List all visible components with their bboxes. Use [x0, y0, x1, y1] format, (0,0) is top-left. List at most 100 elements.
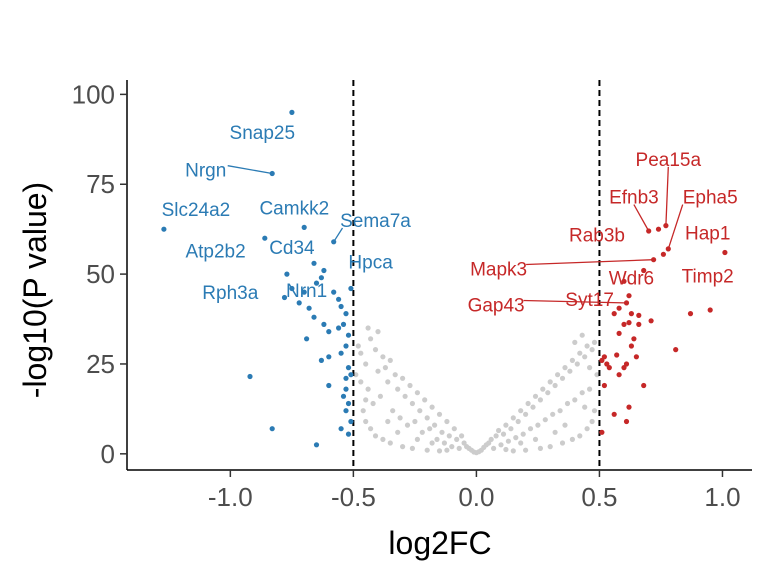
- down-point: [343, 375, 349, 381]
- gene-label: Mapk3: [470, 260, 527, 281]
- up-point: [621, 365, 627, 371]
- down-point: [262, 235, 268, 241]
- up-point: [655, 226, 662, 232]
- up-point: [687, 311, 694, 317]
- y-tick-label: 0: [101, 439, 115, 469]
- down-point: [281, 294, 288, 301]
- down-point: [345, 332, 352, 338]
- ns-point: [579, 332, 585, 338]
- up-point: [628, 343, 635, 349]
- ns-point: [540, 386, 546, 392]
- y-tick-label: 25: [86, 349, 115, 379]
- ns-point: [591, 339, 598, 345]
- ns-point: [525, 400, 531, 407]
- gene-label: Timp2: [682, 267, 734, 288]
- gene-label: Epha5: [683, 188, 738, 209]
- y-tick-label: 75: [86, 169, 115, 199]
- ns-point: [380, 436, 386, 442]
- annotation-connector: [227, 165, 273, 175]
- ns-point: [363, 361, 369, 367]
- up-point: [631, 336, 637, 342]
- ns-point: [400, 444, 406, 450]
- ns-point: [392, 372, 398, 378]
- down-point: [345, 365, 352, 371]
- ns-point: [372, 347, 379, 353]
- ns-point: [530, 404, 536, 410]
- down-point: [313, 442, 320, 448]
- ns-point: [417, 408, 423, 414]
- down-point: [340, 321, 347, 327]
- ns-point: [390, 408, 396, 414]
- ns-point: [545, 390, 551, 396]
- ns-point: [375, 329, 381, 335]
- ns-point: [400, 375, 406, 381]
- ns-point: [579, 390, 585, 396]
- down-point: [338, 303, 344, 310]
- down-point: [321, 267, 327, 274]
- gene-label: Cd34: [269, 238, 315, 259]
- ns-point: [422, 397, 428, 403]
- ns-point: [404, 422, 411, 428]
- x-axis-title: log2FC: [388, 525, 491, 561]
- ns-point: [500, 431, 507, 437]
- ns-point: [574, 361, 580, 367]
- down-point: [338, 426, 344, 432]
- annotation-connector: [665, 166, 669, 226]
- up-point: [616, 372, 622, 378]
- ns-point: [429, 404, 435, 410]
- gene-label: Pea15a: [636, 150, 702, 171]
- up-point: [623, 300, 630, 306]
- down-point: [345, 400, 352, 407]
- ns-point: [488, 436, 494, 442]
- down-point: [269, 426, 275, 432]
- ns-point: [584, 426, 590, 432]
- gene-label: Wdr6: [609, 269, 654, 290]
- ns-point: [532, 436, 539, 442]
- ns-point: [456, 445, 462, 451]
- ns-point: [402, 393, 408, 399]
- up-point: [707, 307, 713, 313]
- ns-point: [564, 400, 571, 407]
- ns-point: [387, 440, 393, 446]
- up-point: [601, 382, 608, 389]
- ns-point: [496, 427, 502, 434]
- ns-point: [368, 426, 374, 432]
- down-point: [321, 321, 327, 327]
- ns-point: [515, 418, 521, 425]
- down-point: [296, 300, 302, 306]
- down-point: [338, 350, 344, 356]
- ns-point: [395, 386, 401, 392]
- up-point: [641, 267, 647, 274]
- ns-point: [584, 343, 590, 349]
- ns-point: [441, 440, 447, 446]
- up-point: [621, 278, 627, 284]
- ns-point: [577, 350, 583, 356]
- ns-point: [557, 408, 563, 414]
- ns-point: [594, 372, 600, 378]
- ns-point: [363, 418, 369, 425]
- ns-point: [424, 415, 430, 421]
- ns-point: [372, 433, 379, 439]
- gene-label: Hap1: [685, 224, 730, 245]
- down-point: [289, 285, 295, 292]
- down-point: [318, 357, 324, 363]
- down-point: [161, 226, 167, 232]
- ns-point: [552, 382, 558, 389]
- down-point: [313, 280, 320, 286]
- up-point: [616, 305, 622, 311]
- up-point: [660, 251, 667, 257]
- gene-label: Sema7a: [340, 211, 411, 232]
- gene-label: Rab3b: [569, 225, 625, 246]
- ns-point: [439, 429, 445, 435]
- up-point: [626, 293, 632, 299]
- ns-point: [454, 436, 460, 442]
- annotation-connector: [523, 299, 625, 304]
- ns-point: [365, 325, 371, 331]
- x-tick-label: -1.0: [208, 482, 253, 512]
- gene-label: Nrn1: [286, 281, 327, 302]
- gene-label: Hpca: [348, 252, 393, 273]
- ns-point: [407, 382, 413, 389]
- ns-point: [424, 447, 430, 453]
- ns-point: [582, 354, 588, 360]
- down-point: [348, 418, 354, 425]
